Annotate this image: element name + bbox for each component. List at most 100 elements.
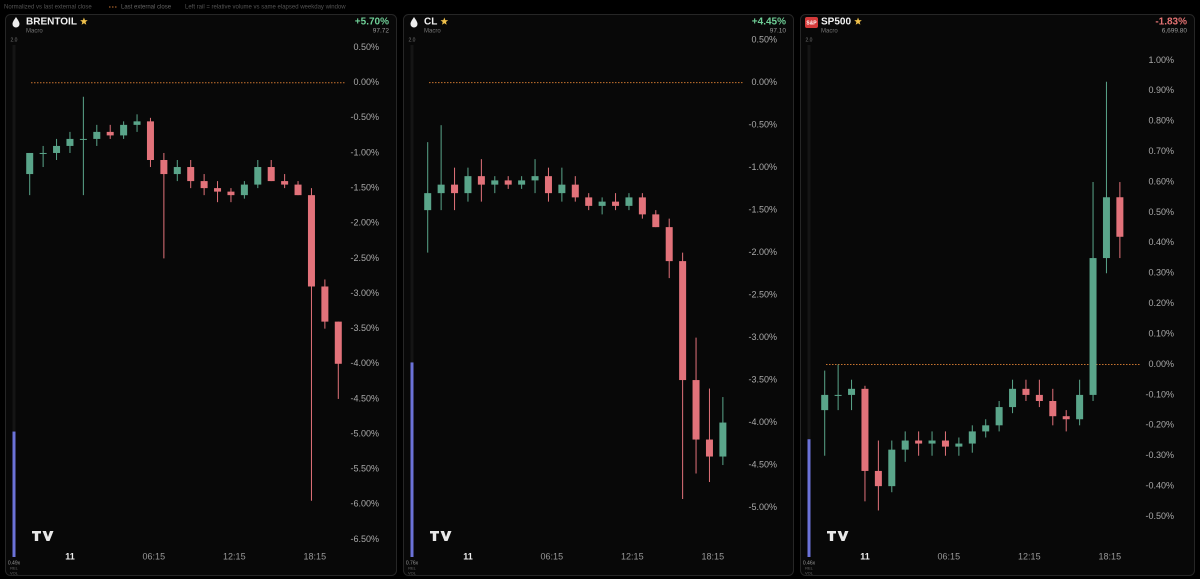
candle-body: [39, 152, 47, 154]
rail-value: 0.46x: [803, 560, 816, 566]
y-tick-label: -4.50%: [350, 393, 379, 403]
candle-body: [106, 131, 114, 136]
rail-track: [12, 45, 16, 557]
y-tick-label: -3.50%: [748, 374, 777, 384]
candle-body: [146, 121, 154, 160]
change: +4.45%: [752, 17, 786, 28]
x-tick-label: 12:15: [223, 551, 246, 561]
x-tick-label: 06:15: [938, 551, 961, 561]
candle-body: [53, 145, 61, 153]
rail-label: REL: [10, 566, 19, 571]
y-tick-label: -1.00%: [350, 147, 379, 157]
candle-body: [254, 167, 262, 185]
y-tick-label: 0.60%: [1148, 176, 1174, 186]
rail-max: 2.0: [806, 37, 813, 43]
candle-body: [665, 227, 673, 262]
y-tick-label: -5.00%: [748, 502, 777, 512]
y-tick-label: -0.10%: [1145, 389, 1174, 399]
favorite-star: [80, 17, 88, 25]
x-tick-label: 18:15: [1099, 551, 1122, 561]
rail-track: [807, 45, 811, 557]
y-tick-label: -4.00%: [748, 417, 777, 427]
price: 97.10: [770, 28, 787, 35]
y-tick-label: -1.50%: [748, 205, 777, 215]
y-tick-label: 0.90%: [1148, 85, 1174, 95]
x-tick-label: 11: [463, 551, 473, 561]
symbol-icon: [410, 17, 418, 28]
symbol: SP500: [821, 17, 851, 28]
y-tick-label: -2.50%: [350, 253, 379, 263]
favorite-star: [440, 17, 449, 25]
candle-body: [585, 197, 593, 206]
y-tick-label: 0.30%: [1148, 268, 1174, 278]
candle-body: [861, 388, 869, 471]
candle-body: [692, 380, 700, 440]
y-tick-label: -0.40%: [1145, 481, 1174, 491]
candle-body: [214, 188, 222, 192]
rail-label: VOL: [408, 571, 417, 576]
candle-body: [1022, 388, 1030, 395]
tag: Macro: [424, 29, 441, 35]
candle-body: [281, 181, 289, 185]
panel-frame: [403, 14, 794, 576]
candle-body: [133, 121, 141, 125]
y-tick-label: 1.00%: [1148, 55, 1174, 65]
x-tick-label: 06:15: [541, 551, 564, 561]
y-tick-label: 0.00%: [751, 77, 777, 87]
x-tick-label: 06:15: [143, 551, 166, 561]
tag: Macro: [26, 29, 43, 35]
y-tick-label: 0.40%: [1148, 237, 1174, 247]
candle-body: [848, 388, 856, 395]
candle-body: [321, 286, 329, 322]
candle-body: [491, 180, 499, 185]
candle-body: [705, 439, 713, 457]
candle-body: [968, 431, 976, 444]
y-tick-label: -3.50%: [350, 323, 379, 333]
candle-body: [1089, 258, 1097, 395]
rail-label: REL: [408, 566, 417, 571]
y-tick-label: -1.00%: [748, 162, 777, 172]
candle-body: [1076, 394, 1084, 420]
candle-body: [120, 124, 128, 136]
candle-body: [928, 440, 936, 444]
candle-body: [571, 184, 579, 198]
y-tick-label: -3.00%: [350, 288, 379, 298]
y-tick-label: -5.00%: [350, 428, 379, 438]
candle-body: [307, 195, 315, 287]
candle-body: [638, 197, 646, 215]
x-tick-label: 11: [860, 551, 870, 561]
symbol: BRENTOIL: [26, 17, 77, 28]
y-tick-label: 0.50%: [751, 35, 777, 45]
rail-bar: [12, 431, 16, 557]
candle-body: [79, 138, 87, 140]
y-tick-label: 0.80%: [1148, 116, 1174, 126]
y-tick-label: -0.20%: [1145, 420, 1174, 430]
candle-body: [227, 191, 235, 196]
change: +5.70%: [355, 17, 389, 28]
x-tick-label: 12:15: [621, 551, 644, 561]
y-tick-label: -0.30%: [1145, 450, 1174, 460]
rail-max: 2.0: [11, 37, 18, 43]
rail-label: VOL: [805, 571, 814, 576]
candle-body: [240, 184, 248, 196]
y-tick-label: -2.00%: [350, 218, 379, 228]
header-note: Normalized vs last external close: [4, 5, 92, 11]
candle-body: [173, 167, 181, 175]
rail-label: VOL: [10, 571, 19, 576]
candle-body: [625, 197, 633, 206]
x-tick-label: 18:15: [304, 551, 327, 561]
header-note: Left rail = relative volume vs same elap…: [185, 5, 346, 11]
candle-body: [424, 193, 432, 211]
favorite-star: [854, 17, 862, 25]
candle-body: [66, 138, 74, 146]
candle-body: [267, 167, 275, 182]
y-tick-label: 0.50%: [353, 42, 379, 52]
candle-body: [558, 184, 566, 194]
candle-body: [719, 422, 727, 457]
symbol-icon: [12, 17, 20, 28]
change: -1.83%: [1155, 17, 1187, 28]
